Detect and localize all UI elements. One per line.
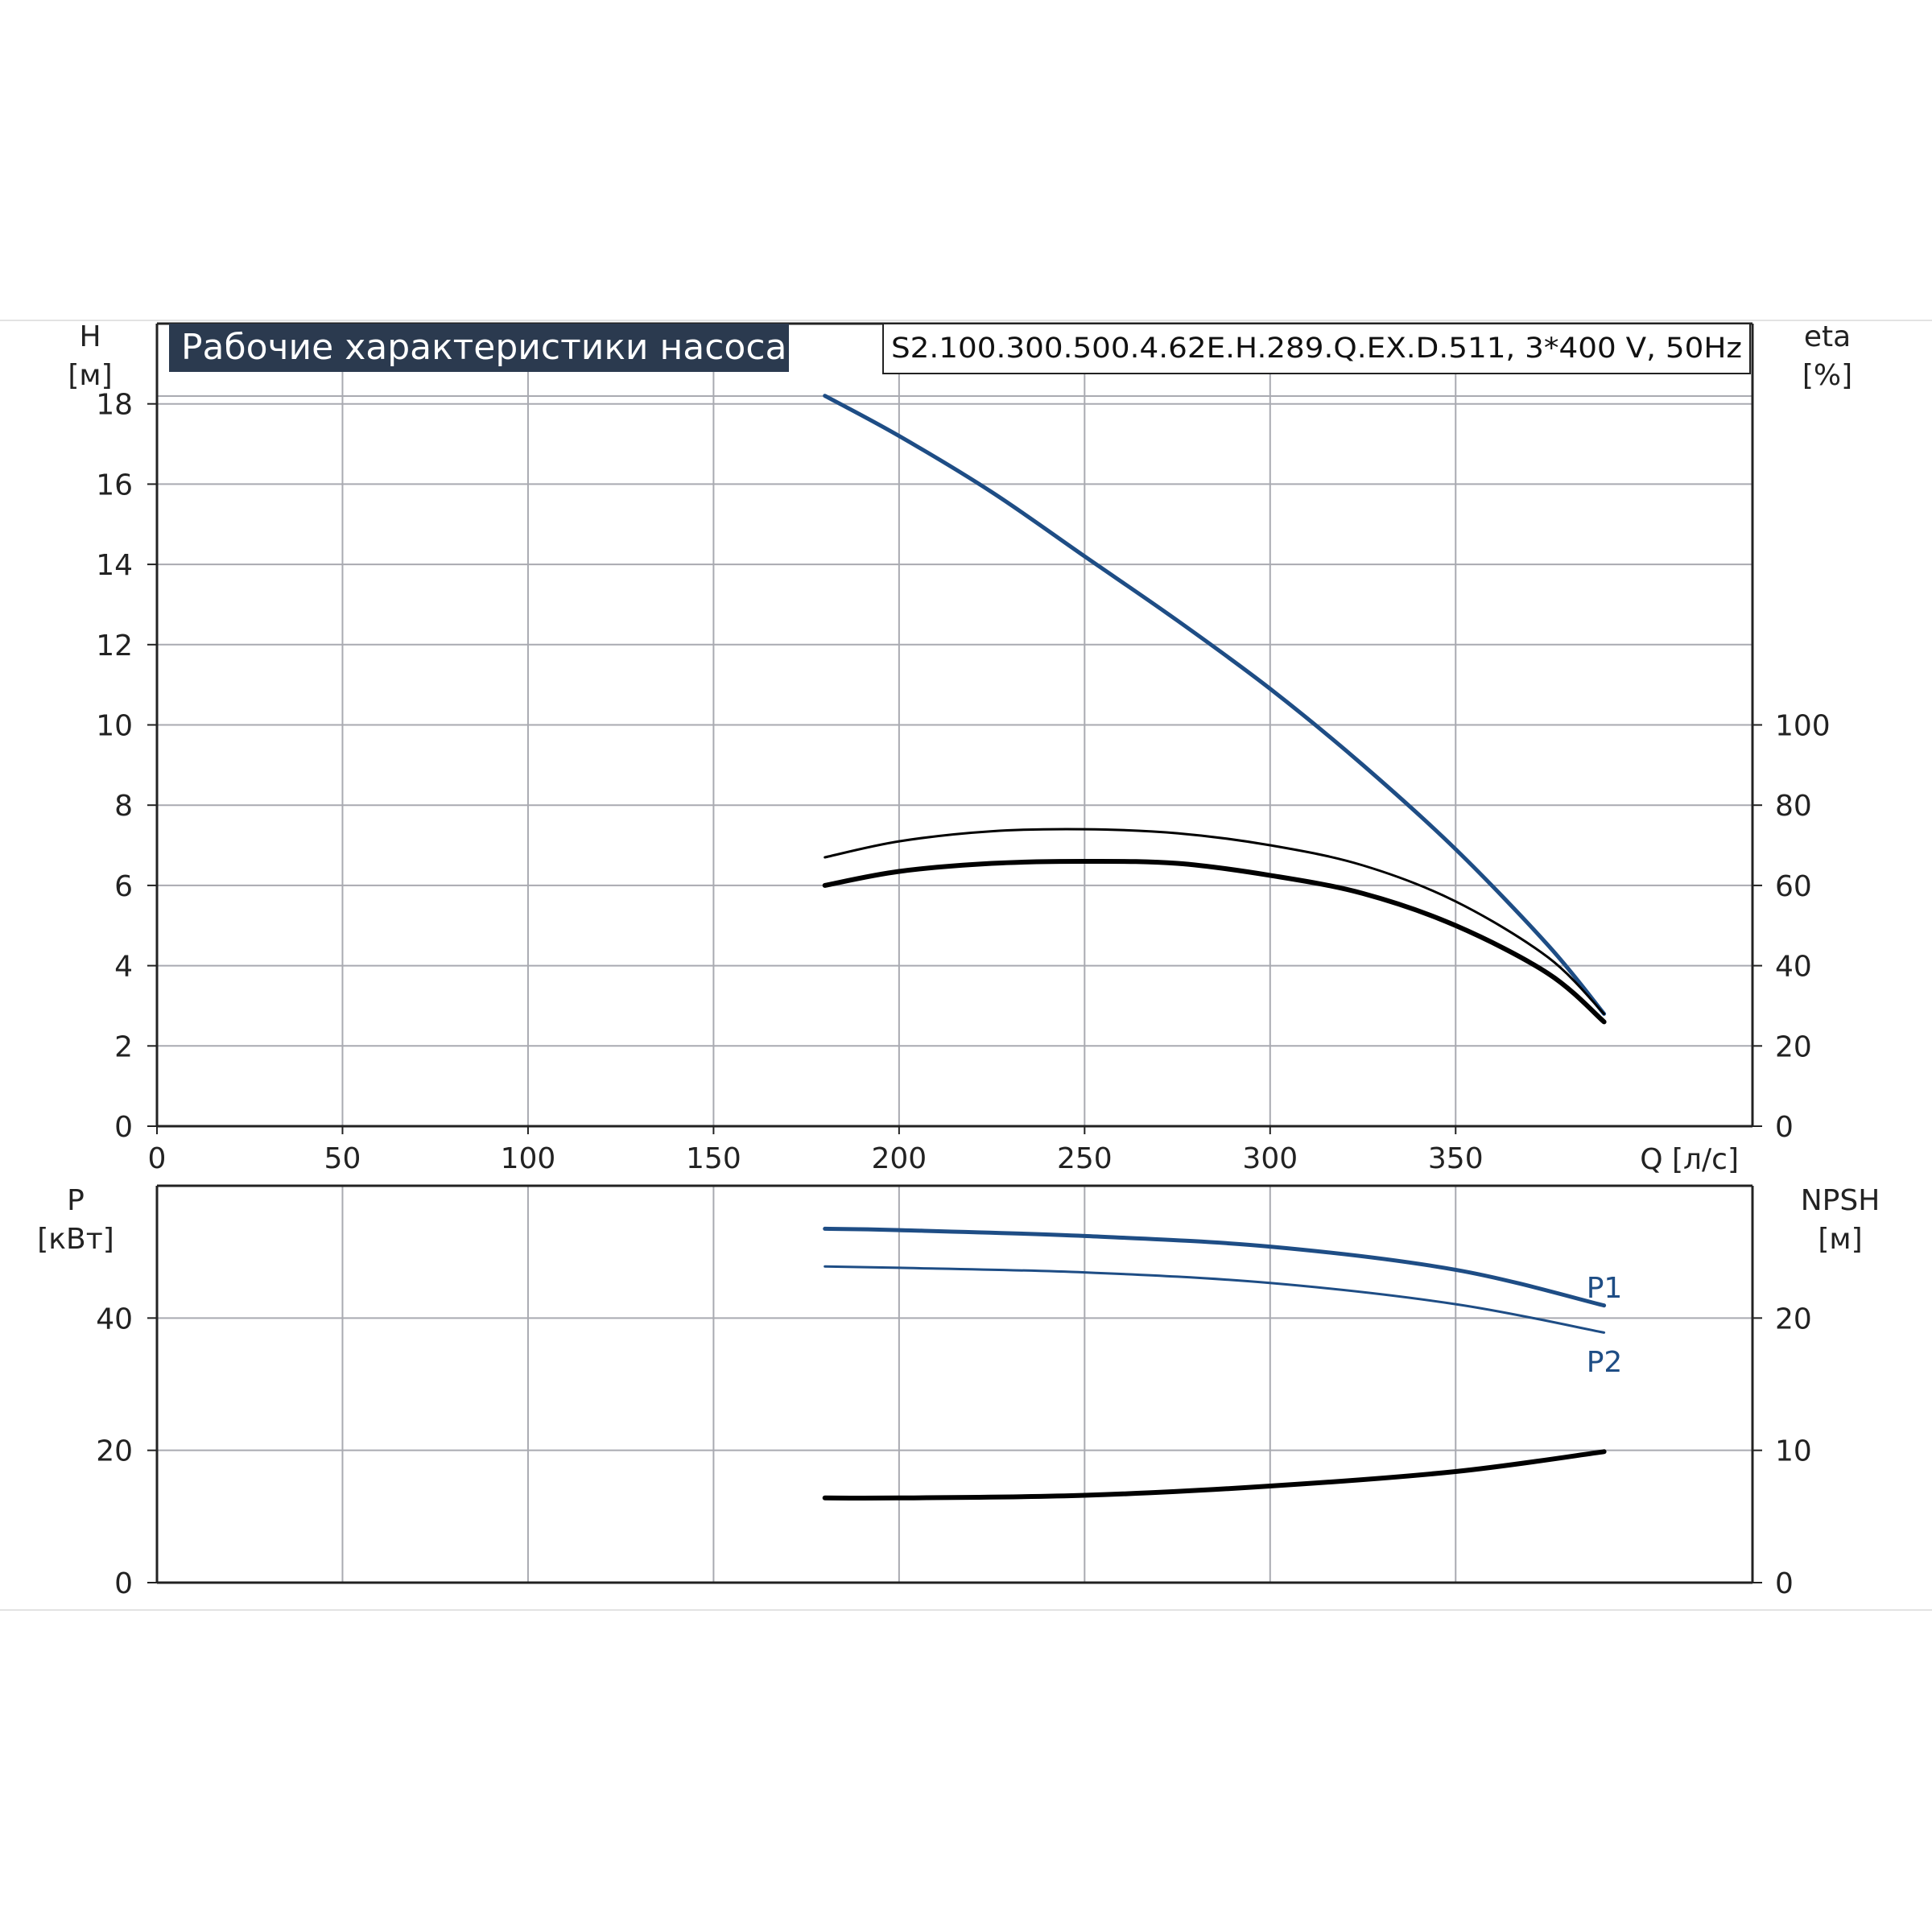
top-left-tick-label: 16 [96,469,133,502]
top-left-tick-label: 8 [114,790,133,823]
eta-axis-unit: [%] [1802,359,1852,392]
bottom-right-tick-label: 0 [1775,1567,1794,1600]
top-left-tick-label: 4 [114,951,133,984]
top-right-tick-label: 100 [1775,710,1831,743]
top-tick-labels: 0 50 100 150 200 250 300 350 0 2 4 6 8 10 12 14 16 18 0 20 4… [96,389,1831,1175]
bottom-axes [147,1184,1762,1584]
q-axis-title: Q [л/с] [1640,1143,1739,1176]
p1-curve [823,1226,1607,1308]
top-x-tick-label: 50 [324,1142,361,1175]
top-left-tick-label: 0 [114,1111,133,1144]
bottom-plot-area [157,1186,1752,1583]
top-left-tick-label: 6 [114,870,133,903]
bottom-right-tick-label: 20 [1775,1302,1812,1335]
top-right-tick-label: 0 [1775,1111,1794,1144]
bottom-left-tick-label: 0 [114,1567,133,1600]
h-axis-title: H [79,320,101,353]
chart-title: Рабочие характеристики насоса [181,327,786,368]
top-left-tick-label: 10 [96,710,133,743]
top-x-tick-label: 150 [686,1142,741,1175]
npsh-axis-unit: [м] [1818,1223,1862,1256]
chart-title-box [169,324,789,372]
top-left-tick-label: 12 [96,630,133,663]
top-x-tick-label: 0 [148,1142,167,1175]
p-axis-title: P [67,1184,85,1217]
eta-axis-title: eta [1804,320,1851,353]
bottom-left-tick-label: 40 [96,1302,133,1335]
bottom-tick-labels: 0 20 40 0 10 20 [96,1302,1812,1600]
top-right-tick-label: 20 [1775,1030,1812,1063]
bottom-right-tick-label: 10 [1775,1435,1812,1468]
top-grid [157,324,1752,1126]
top-left-tick-label: 18 [96,389,133,422]
top-x-tick-label: 200 [872,1142,927,1175]
top-x-tick-label: 350 [1428,1142,1484,1175]
pump-model-label: S2.100.300.500.4.62E.H.289.Q.EX.D.511, 3… [891,332,1742,365]
eta-top-curve [824,828,1606,1015]
h-axis-unit: [м] [68,359,112,392]
bottom-curves [822,1226,1607,1501]
top-axes [147,322,1762,1134]
bottom-left-tick-label: 20 [96,1435,133,1468]
top-right-tick-label: 40 [1775,951,1812,984]
top-x-tick-label: 100 [501,1142,556,1175]
top-left-tick-label: 14 [96,549,133,582]
top-right-tick-label: 80 [1775,790,1812,823]
top-curves [822,394,1607,1025]
top-x-tick-label: 250 [1057,1142,1113,1175]
p-axis-unit: [кВт] [37,1223,114,1256]
p1-series-label: P1 [1587,1272,1623,1305]
top-right-tick-label: 60 [1775,870,1812,903]
bottom-grid [157,1185,1752,1583]
eta-bottom-curve [822,858,1607,1025]
h-curve [823,394,1607,1016]
npsh-curve [822,1449,1607,1501]
p2-curve [824,1265,1606,1334]
pump-model-box [882,323,1751,374]
npsh-axis-title: NPSH [1801,1184,1880,1217]
p2-series-label: P2 [1587,1346,1623,1379]
top-x-tick-label: 300 [1242,1142,1298,1175]
top-left-tick-label: 2 [114,1030,133,1063]
